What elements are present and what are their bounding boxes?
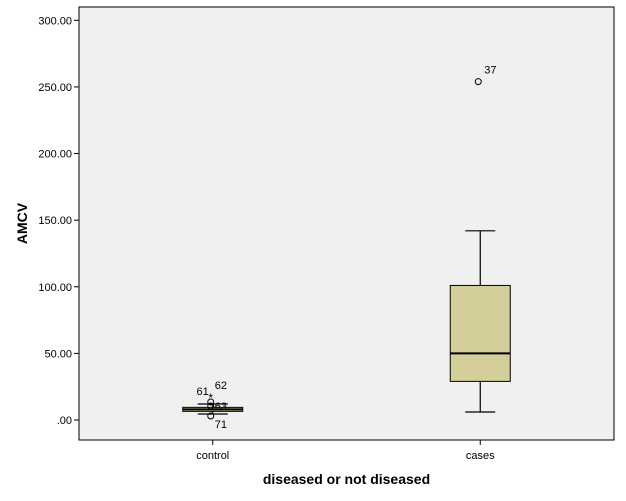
y-tick-label: 250.00: [38, 82, 72, 94]
y-axis: .00 50.00 100.00 150.00 200.00 250.00 300.00: [38, 15, 79, 427]
x-axis: control cases: [196, 440, 495, 462]
boxes-layer: *61 62 63 71 37: [182, 65, 511, 431]
plot-area: [78, 6, 615, 441]
y-tick-label: .00: [57, 415, 72, 427]
box-cases: 37: [449, 65, 511, 413]
outlier-marker: [474, 78, 482, 86]
outlier-label: 63: [215, 401, 227, 413]
outlier-marker: [207, 398, 215, 406]
y-tick-label: 100.00: [38, 282, 72, 294]
x-axis-title: diseased or not diseased: [263, 471, 430, 487]
outlier-label: 62: [215, 380, 227, 392]
y-tick-label: 300.00: [38, 15, 72, 27]
outlier-label: 61: [197, 386, 209, 398]
extreme-outlier-marker: *: [208, 391, 213, 405]
x-tick-label: cases: [466, 450, 495, 462]
iqr-box: [449, 284, 511, 382]
y-tick-label: 200.00: [38, 149, 72, 161]
outlier-marker: [207, 412, 215, 420]
y-axis-title: AMCV: [14, 202, 30, 244]
outlier-label: 71: [215, 419, 227, 431]
x-tick-label: control: [196, 450, 229, 462]
box-control: *61 62 63 71: [182, 380, 244, 431]
outlier-label: 37: [484, 65, 496, 77]
y-tick-label: 150.00: [38, 215, 72, 227]
y-tick-label: 50.00: [44, 348, 72, 360]
outlier-marker: [207, 402, 215, 410]
